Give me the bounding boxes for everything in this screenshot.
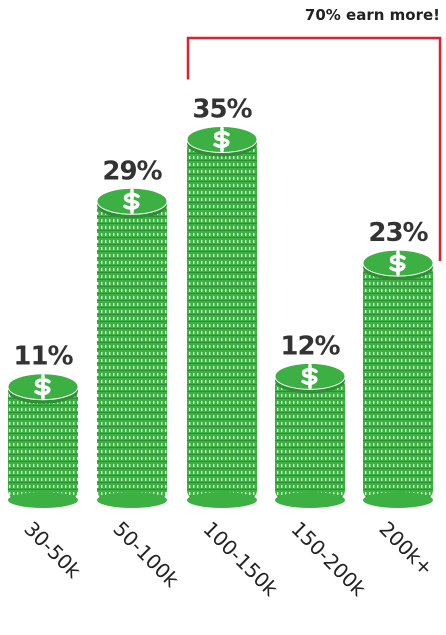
value-label: 29%	[102, 156, 162, 186]
x-tick-label: 100-150k	[198, 517, 283, 602]
dollar-icon	[213, 126, 230, 153]
bar	[187, 139, 257, 500]
coin-bottom	[275, 492, 345, 508]
x-tick-label: 50-100k	[108, 517, 184, 593]
annotation: 70% earn more!	[305, 6, 440, 24]
value-label: 12%	[280, 331, 340, 361]
dollar-icon	[389, 250, 406, 276]
annotation-bracket	[186, 36, 442, 262]
value-label: 35%	[192, 95, 252, 125]
bar	[97, 201, 167, 501]
bar	[8, 386, 78, 500]
x-tick-label: 30-50k	[19, 517, 86, 584]
coin-bottom	[8, 492, 78, 508]
x-tick-label: 150-200k	[286, 517, 371, 602]
bar	[363, 263, 433, 500]
coin-bottom	[187, 492, 257, 508]
x-tick-label: 200k+	[374, 517, 438, 581]
value-label: 23%	[368, 218, 428, 248]
dollar-icon	[34, 373, 51, 400]
value-label: 11%	[13, 342, 73, 372]
coin-bottom	[363, 492, 433, 508]
dollar-icon	[123, 188, 140, 215]
dollar-icon	[301, 363, 318, 390]
coin-bottom	[97, 492, 167, 508]
bar	[275, 376, 345, 500]
